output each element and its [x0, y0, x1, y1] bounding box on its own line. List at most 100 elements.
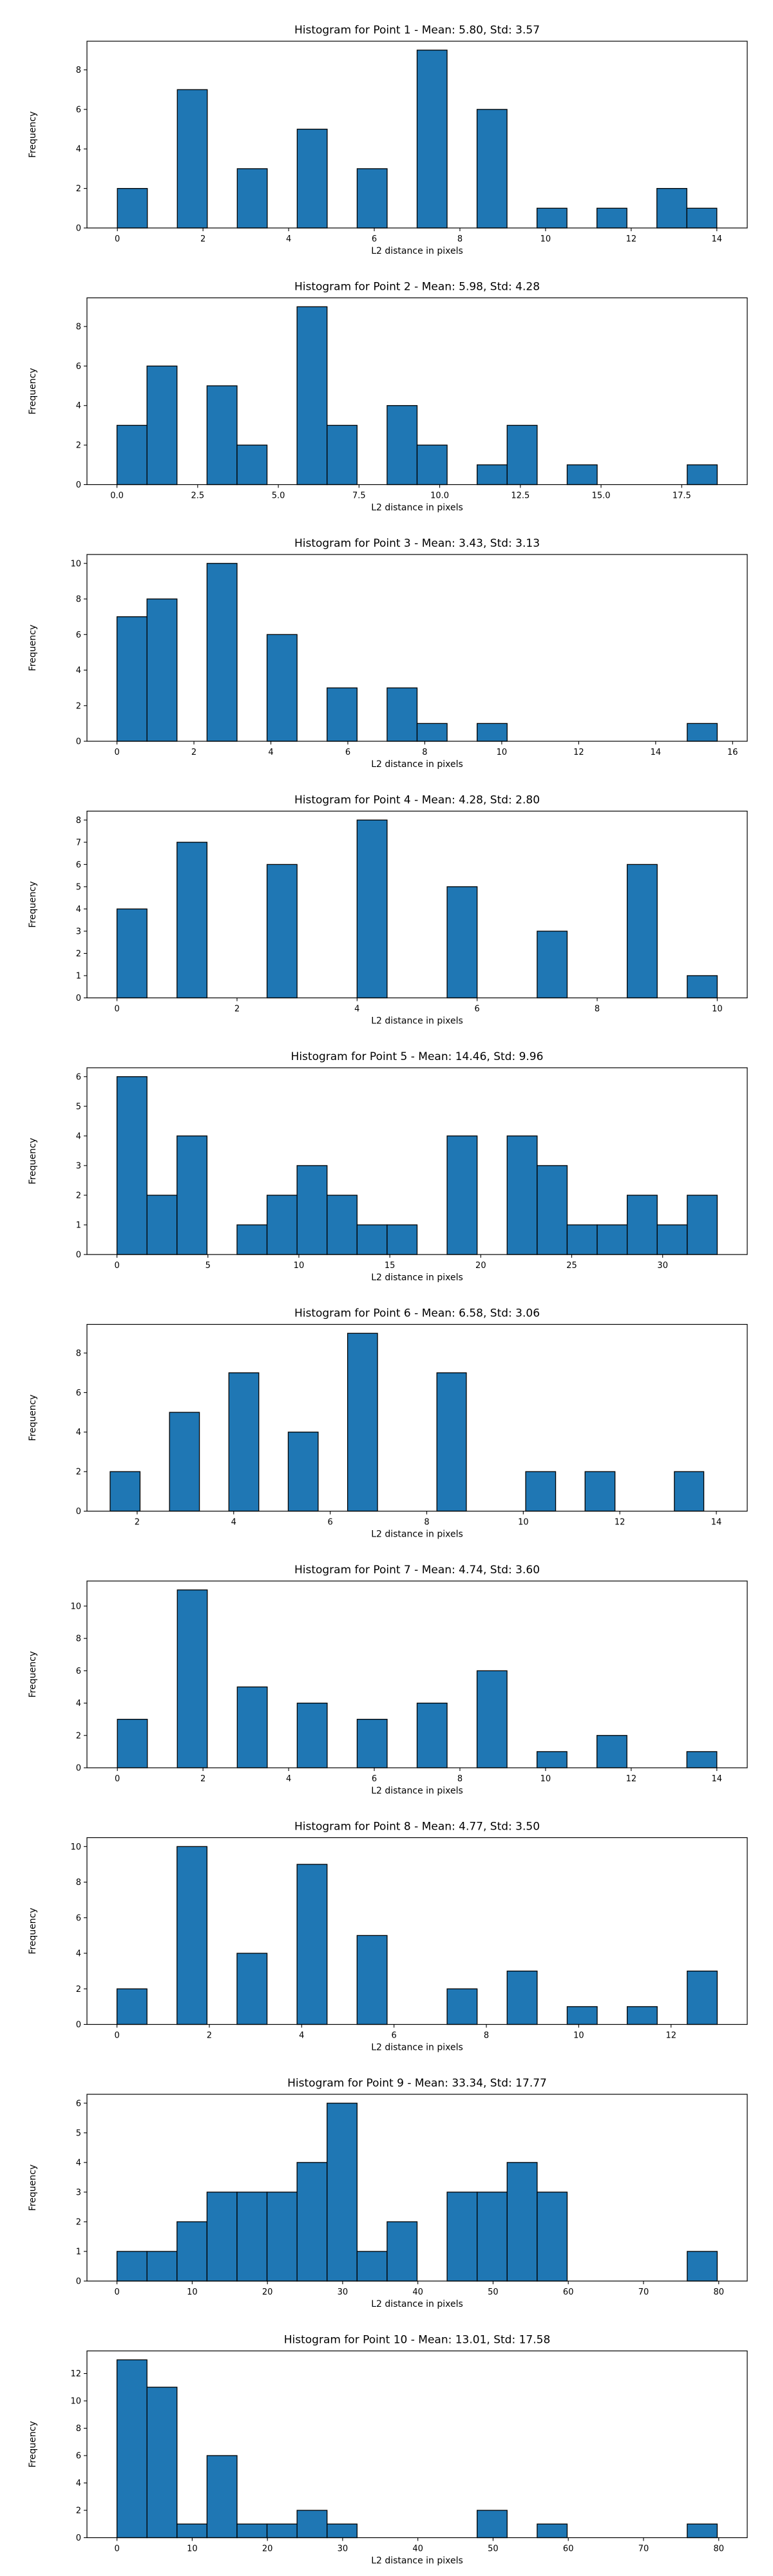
y-tick-label: 4: [76, 1699, 81, 1709]
histogram-bar: [116, 1076, 148, 1255]
histogram-bar: [536, 207, 568, 229]
x-tick-label: 16: [727, 748, 738, 757]
chart-title: Histogram for Point 9 - Mean: 33.34, Std…: [287, 2077, 547, 2090]
histogram-bar: [506, 424, 538, 486]
x-tick-label: 12: [573, 748, 584, 757]
x-tick-label: 40: [412, 2544, 423, 2554]
axes-frame: [86, 1323, 748, 1512]
histogram-bar: [536, 1751, 568, 1768]
x-tick-label: 50: [488, 2287, 499, 2297]
histogram-bar: [146, 2251, 178, 2282]
histogram-bar: [206, 563, 238, 742]
x-axis-label: L2 distance in pixels: [371, 2556, 463, 2566]
y-tick-label: 0: [76, 2533, 81, 2543]
axes-frame: [86, 554, 748, 742]
x-tick-label: 6: [392, 2031, 397, 2041]
x-tick-label: 4: [286, 1774, 291, 1784]
x-tick-label: 60: [563, 2544, 574, 2554]
histogram-bar: [206, 385, 238, 486]
histogram-bar: [537, 2192, 568, 2282]
x-axis-label: L2 distance in pixels: [371, 1016, 463, 1027]
axes-frame: [86, 2350, 748, 2539]
histogram-bar: [116, 1988, 148, 2025]
x-tick-label: 10.0: [430, 491, 449, 501]
histogram-bar: [356, 1935, 388, 2025]
y-tick-label: 0: [76, 1251, 81, 1260]
x-tick-label: 0: [114, 748, 119, 757]
x-tick-label: 8: [457, 234, 463, 244]
histogram-bar: [537, 931, 568, 999]
x-tick-label: 60: [563, 2287, 574, 2297]
x-tick-label: 15.0: [592, 491, 611, 501]
y-tick-label: 1: [76, 1220, 81, 1230]
x-tick-label: 12: [615, 1518, 625, 1528]
x-tick-label: 80: [713, 2544, 724, 2554]
x-tick-label: 30: [338, 2544, 348, 2554]
x-tick-label: 8: [457, 1774, 463, 1784]
y-tick-label: 8: [76, 2424, 81, 2434]
histogram-bar: [287, 1432, 319, 1512]
y-tick-label: 4: [76, 401, 81, 411]
y-axis-label: Frequency: [28, 881, 38, 927]
x-tick-label: 2: [135, 1518, 140, 1528]
histogram-bar: [356, 1719, 388, 1768]
histogram-bar: [177, 2523, 208, 2539]
histogram-bar: [236, 1224, 268, 1255]
histogram-chart-9: Histogram for Point 9 - Mean: 33.34, Std…: [28, 2077, 748, 2309]
y-tick-label: 0: [76, 480, 81, 490]
histogram-bar: [596, 207, 627, 229]
histogram-bar: [687, 1195, 718, 1255]
y-tick-label: 2: [76, 1985, 81, 1994]
y-tick-label: 2: [76, 1191, 81, 1200]
histogram-bar: [116, 2251, 148, 2282]
y-tick-label: 6: [76, 630, 81, 640]
y-tick-label: 8: [76, 595, 81, 605]
histogram-chart-8: Histogram for Point 8 - Mean: 4.77, Std:…: [28, 1821, 748, 2053]
x-tick-label: 25: [566, 1261, 577, 1271]
x-tick-label: 10: [540, 234, 551, 244]
histogram-bar: [236, 2523, 268, 2539]
x-tick-label: 5.0: [272, 491, 285, 501]
histogram-bar: [296, 1702, 328, 1768]
histogram-bar: [687, 2251, 718, 2282]
chart-title: Histogram for Point 4 - Mean: 4.28, Std:…: [294, 794, 540, 807]
x-tick-label: 15: [385, 1261, 396, 1271]
x-axis-label: L2 distance in pixels: [371, 1786, 463, 1796]
histogram-bar: [116, 908, 148, 999]
x-tick-label: 40: [412, 2287, 423, 2297]
x-tick-label: 80: [713, 2287, 724, 2297]
histogram-bar: [236, 1686, 268, 1768]
histogram-bar: [446, 2192, 478, 2282]
histogram-bar: [146, 598, 178, 742]
axes-frame: [86, 810, 748, 999]
chart-title: Histogram for Point 2 - Mean: 5.98, Std:…: [294, 281, 540, 294]
histogram-bar: [477, 2510, 508, 2539]
histogram-bar: [296, 1165, 328, 1255]
y-axis-label: Frequency: [28, 368, 38, 414]
histogram-bar: [110, 1471, 141, 1512]
histogram-bar: [266, 634, 298, 742]
y-tick-label: 4: [76, 666, 81, 676]
chart-title: Histogram for Point 3 - Mean: 3.43, Std:…: [294, 537, 540, 550]
histogram-bar: [356, 168, 388, 229]
x-tick-label: 10: [294, 1261, 305, 1271]
histogram-bar: [327, 424, 358, 486]
y-tick-label: 10: [70, 559, 81, 569]
histogram-bar: [416, 723, 448, 742]
y-tick-label: 5: [76, 882, 81, 892]
histogram-bar: [525, 1471, 557, 1512]
axes-frame: [86, 41, 748, 229]
y-tick-label: 3: [76, 1161, 81, 1171]
histogram-bar: [687, 723, 718, 742]
x-tick-label: 10: [187, 2544, 198, 2554]
y-tick-label: 4: [76, 1428, 81, 1437]
x-tick-label: 10: [573, 2031, 584, 2041]
histogram-bar: [446, 1988, 478, 2025]
histogram-bar: [327, 1195, 358, 1255]
y-tick-label: 2: [76, 1731, 81, 1741]
y-tick-label: 4: [76, 2479, 81, 2488]
histogram-bar: [117, 1719, 148, 1768]
histogram-bar: [446, 1135, 478, 1255]
histogram-bar: [266, 864, 298, 999]
histogram-bar: [266, 1195, 298, 1255]
